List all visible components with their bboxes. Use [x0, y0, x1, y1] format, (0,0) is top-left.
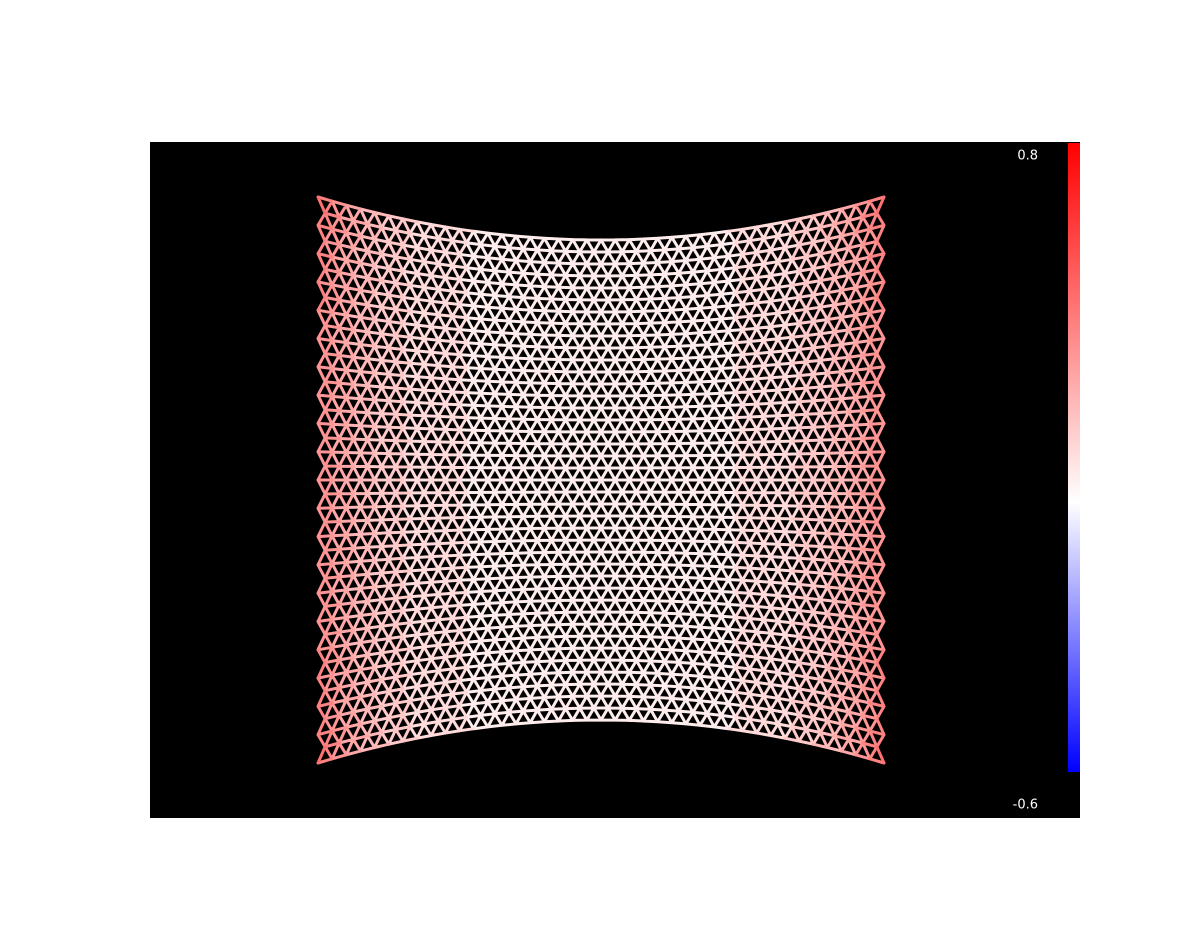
mesh — [316, 195, 886, 765]
mesh-edges — [401, 220, 801, 740]
mesh-edges — [366, 214, 836, 746]
mesh-edges — [330, 203, 872, 757]
mesh-edges — [458, 229, 744, 731]
colorbar-min-label: -0.6 — [1013, 798, 1038, 813]
colorbar — [1068, 143, 1080, 772]
mesh-edges — [316, 195, 886, 765]
colorbar-max-label: 0.8 — [1017, 149, 1038, 164]
mesh-edges — [344, 207, 858, 753]
mesh-edges — [316, 195, 886, 765]
mesh-edges — [316, 199, 886, 761]
